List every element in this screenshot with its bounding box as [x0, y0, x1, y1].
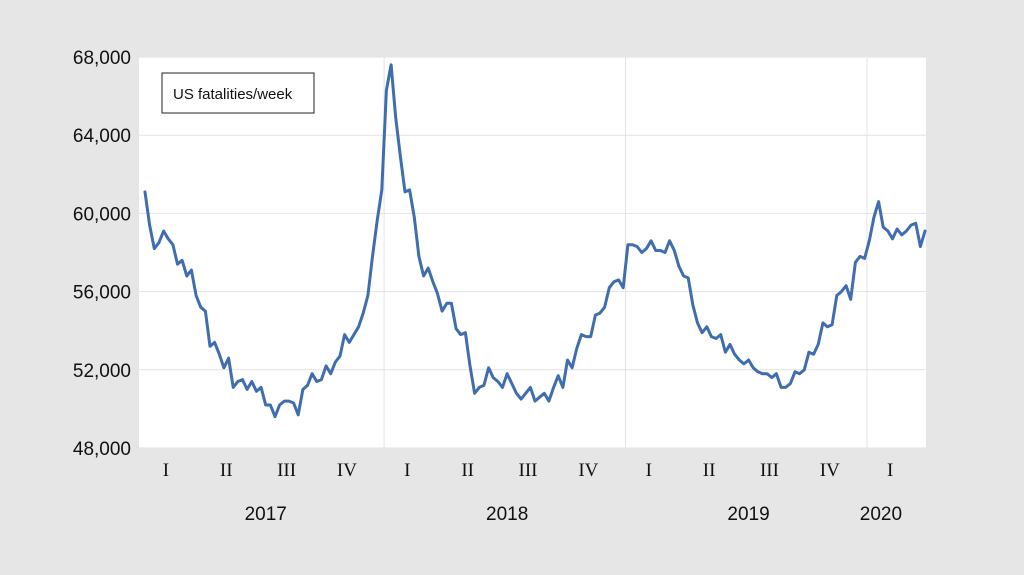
x-quarter-label: II [461, 460, 474, 481]
x-quarter-label: IV [820, 460, 840, 481]
legend-box [161, 72, 315, 114]
legend: US fatalities/week [161, 72, 315, 114]
x-quarter-label: III [277, 460, 296, 481]
x-axis-year-labels: 2017 2018 2019 2020 [245, 504, 902, 525]
y-tick-label: 52,000 [73, 361, 131, 382]
gridlines [139, 56, 926, 449]
legend-label: US fatalities/week [173, 86, 293, 103]
x-quarter-label: IV [578, 460, 598, 481]
x-quarter-label: I [646, 460, 652, 481]
x-year-label: 2018 [486, 504, 528, 525]
x-quarter-label: III [519, 460, 538, 481]
x-quarter-label: IV [337, 460, 357, 481]
x-quarter-label: I [887, 460, 893, 481]
y-tick-label: 60,000 [73, 204, 131, 225]
x-quarter-label: I [163, 460, 169, 481]
x-year-label: 2020 [860, 504, 902, 525]
series-line-us-fatalities [143, 63, 927, 419]
x-axis-quarter-labels: I II III IV I II III IV I II III IV I [163, 460, 894, 481]
x-quarter-label: II [703, 460, 716, 481]
x-quarter-label: I [404, 460, 410, 481]
x-quarter-label: III [760, 460, 779, 481]
y-tick-label: 64,000 [73, 126, 131, 147]
y-axis-ticks: 48,000 52,000 56,000 60,000 64,000 68,000 [73, 48, 131, 460]
y-tick-label: 48,000 [73, 439, 131, 460]
x-quarter-label: II [220, 460, 233, 481]
x-year-label: 2019 [727, 504, 769, 525]
y-tick-label: 68,000 [73, 48, 131, 69]
plot-area [139, 57, 926, 448]
y-tick-label: 56,000 [73, 283, 131, 304]
x-year-label: 2017 [245, 504, 287, 525]
